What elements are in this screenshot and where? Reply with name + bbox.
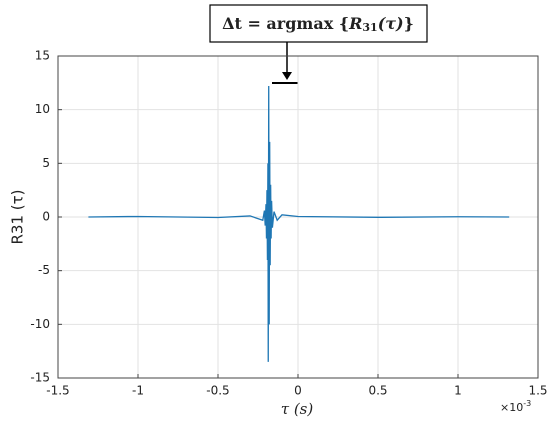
y-tick-label: 5 (42, 156, 50, 170)
x-tick-label: -1.5 (46, 384, 69, 398)
annotation-text: R (348, 14, 362, 33)
x-tick-label: 0 (294, 384, 302, 398)
plot-frame (57, 55, 539, 379)
y-tick-label: 15 (35, 49, 50, 63)
y-tick-label: -10 (30, 317, 50, 331)
annotation-text: Δt = argmax { (222, 14, 349, 33)
annotation-box (209, 4, 428, 43)
y-axis-label: R31 (τ) (9, 189, 27, 244)
x-tick-label: -0.5 (206, 384, 229, 398)
x-axis-label: τ (s) (281, 400, 314, 418)
x-tick-label: 0.5 (368, 384, 387, 398)
y-tick-label: 10 (35, 102, 50, 116)
arrow-head (282, 72, 292, 80)
exponent-power: -3 (523, 399, 531, 408)
x-tick-label: 1.5 (528, 384, 547, 398)
exponent-base: ×10 (500, 401, 523, 414)
y-tick-label: 0 (42, 210, 50, 224)
annotation-text: 31 (362, 21, 377, 34)
y-tick-label: -15 (30, 371, 50, 385)
annotation-text: } (404, 14, 414, 33)
y-tick-label: -5 (38, 263, 50, 277)
x-exponent: ×10-3 (500, 399, 531, 415)
x-tick-label: 1 (454, 384, 462, 398)
annotation: Δt = argmax {R31(τ)} (222, 14, 414, 35)
series-line (88, 86, 510, 362)
annotation-text: (τ) (378, 14, 404, 33)
x-tick-label: -1 (132, 384, 144, 398)
